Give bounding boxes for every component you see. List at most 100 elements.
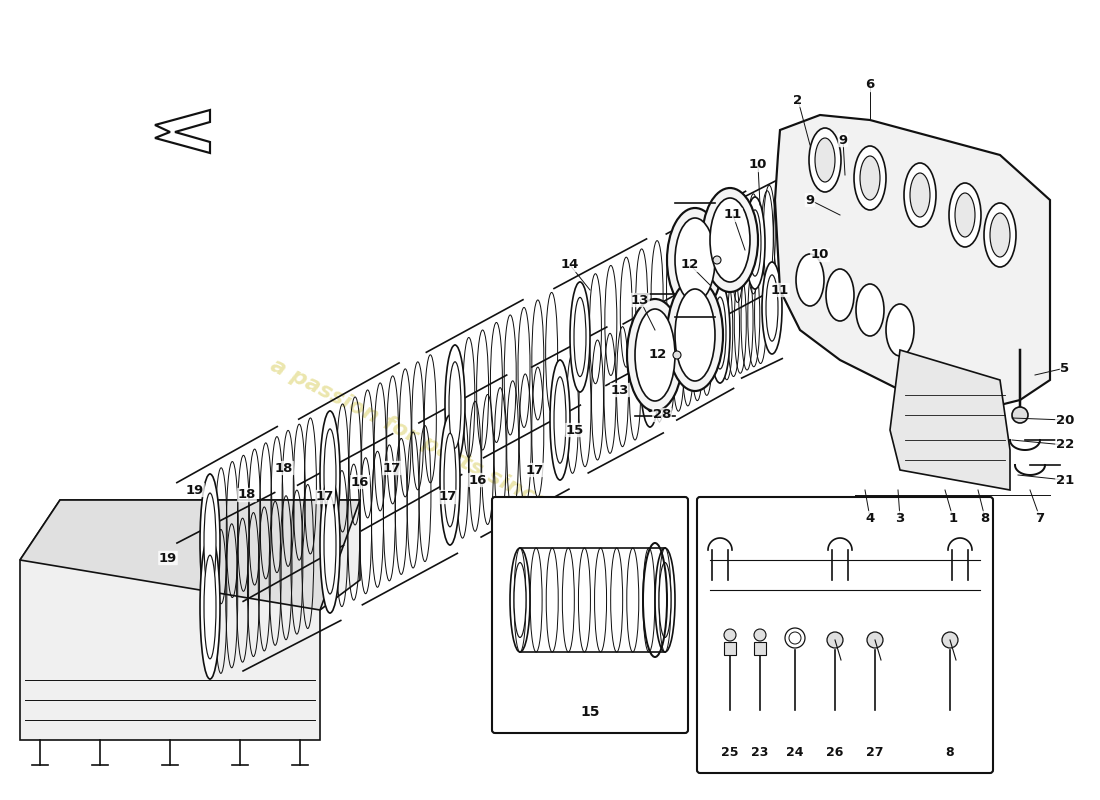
Ellipse shape	[749, 210, 761, 276]
Ellipse shape	[789, 632, 801, 644]
Circle shape	[827, 632, 843, 648]
Text: 14: 14	[561, 258, 580, 271]
Ellipse shape	[320, 411, 340, 539]
Polygon shape	[20, 500, 360, 610]
Ellipse shape	[570, 282, 590, 392]
Ellipse shape	[886, 304, 914, 356]
Ellipse shape	[714, 297, 726, 369]
Ellipse shape	[444, 434, 456, 527]
Text: 9: 9	[838, 134, 848, 146]
Ellipse shape	[635, 309, 675, 401]
Ellipse shape	[550, 360, 570, 480]
Ellipse shape	[860, 156, 880, 200]
Text: 10: 10	[749, 158, 767, 171]
Ellipse shape	[904, 163, 936, 227]
Ellipse shape	[324, 429, 336, 521]
Text: 8: 8	[946, 746, 955, 758]
Text: 18: 18	[238, 489, 256, 502]
Ellipse shape	[514, 562, 526, 638]
Text: 8: 8	[980, 511, 990, 525]
Text: 5: 5	[1060, 362, 1069, 374]
Ellipse shape	[667, 208, 723, 312]
Text: 6: 6	[866, 78, 874, 91]
Ellipse shape	[440, 415, 460, 545]
Polygon shape	[890, 350, 1010, 490]
Ellipse shape	[815, 138, 835, 182]
Text: 11: 11	[724, 209, 743, 222]
Circle shape	[867, 632, 883, 648]
Polygon shape	[724, 642, 736, 655]
Circle shape	[673, 351, 681, 359]
Ellipse shape	[955, 193, 975, 237]
Text: 20: 20	[1056, 414, 1075, 426]
Ellipse shape	[910, 173, 930, 217]
Text: 23: 23	[751, 746, 769, 758]
Polygon shape	[776, 115, 1050, 410]
Ellipse shape	[554, 377, 566, 463]
Ellipse shape	[984, 203, 1016, 267]
Circle shape	[754, 629, 766, 641]
Text: 10: 10	[811, 249, 829, 262]
Text: 17: 17	[439, 490, 458, 503]
Text: 26: 26	[826, 746, 844, 758]
Text: 15: 15	[565, 423, 584, 437]
Polygon shape	[155, 110, 210, 153]
Ellipse shape	[702, 188, 758, 292]
Ellipse shape	[785, 628, 805, 648]
Text: 17: 17	[316, 490, 334, 503]
Ellipse shape	[204, 493, 216, 591]
Ellipse shape	[449, 362, 461, 448]
Ellipse shape	[510, 548, 530, 652]
Ellipse shape	[644, 333, 656, 411]
Ellipse shape	[446, 345, 465, 465]
Polygon shape	[754, 642, 766, 655]
Ellipse shape	[745, 197, 764, 289]
Ellipse shape	[654, 548, 675, 652]
Text: 27: 27	[867, 746, 883, 758]
Text: 15: 15	[581, 705, 600, 719]
Text: 13: 13	[630, 294, 649, 306]
Text: 9: 9	[805, 194, 815, 206]
Text: 17: 17	[526, 463, 544, 477]
Text: 22: 22	[1056, 438, 1074, 451]
Text: 2: 2	[793, 94, 803, 106]
Text: 12: 12	[649, 349, 667, 362]
Text: 4: 4	[866, 511, 874, 525]
Text: 12: 12	[681, 258, 700, 271]
Text: 28: 28	[652, 409, 671, 422]
Ellipse shape	[200, 535, 220, 679]
Ellipse shape	[710, 198, 750, 282]
Ellipse shape	[800, 172, 820, 258]
Ellipse shape	[680, 228, 700, 328]
Ellipse shape	[204, 555, 216, 659]
Text: 19: 19	[186, 483, 205, 497]
Ellipse shape	[684, 242, 696, 314]
Ellipse shape	[627, 299, 683, 411]
FancyBboxPatch shape	[697, 497, 993, 773]
Circle shape	[724, 629, 736, 641]
Ellipse shape	[990, 213, 1010, 257]
Ellipse shape	[324, 496, 336, 594]
Ellipse shape	[854, 146, 886, 210]
Ellipse shape	[766, 275, 778, 341]
Ellipse shape	[826, 269, 854, 321]
Text: 1: 1	[948, 511, 958, 525]
Text: a passion for parts since 1964: a passion for parts since 1964	[267, 355, 613, 545]
Ellipse shape	[574, 298, 586, 377]
Ellipse shape	[640, 317, 660, 427]
Text: 24: 24	[786, 746, 804, 758]
Ellipse shape	[808, 128, 842, 192]
Text: 17: 17	[383, 462, 402, 474]
Text: 13: 13	[610, 383, 629, 397]
Ellipse shape	[675, 218, 715, 302]
Text: 16: 16	[351, 475, 370, 489]
Polygon shape	[20, 500, 360, 740]
Circle shape	[1012, 407, 1028, 423]
Ellipse shape	[200, 474, 220, 610]
Ellipse shape	[762, 262, 782, 354]
FancyBboxPatch shape	[492, 497, 688, 733]
Ellipse shape	[856, 284, 884, 336]
Ellipse shape	[659, 562, 671, 638]
Circle shape	[942, 632, 958, 648]
Text: 21: 21	[1056, 474, 1074, 486]
